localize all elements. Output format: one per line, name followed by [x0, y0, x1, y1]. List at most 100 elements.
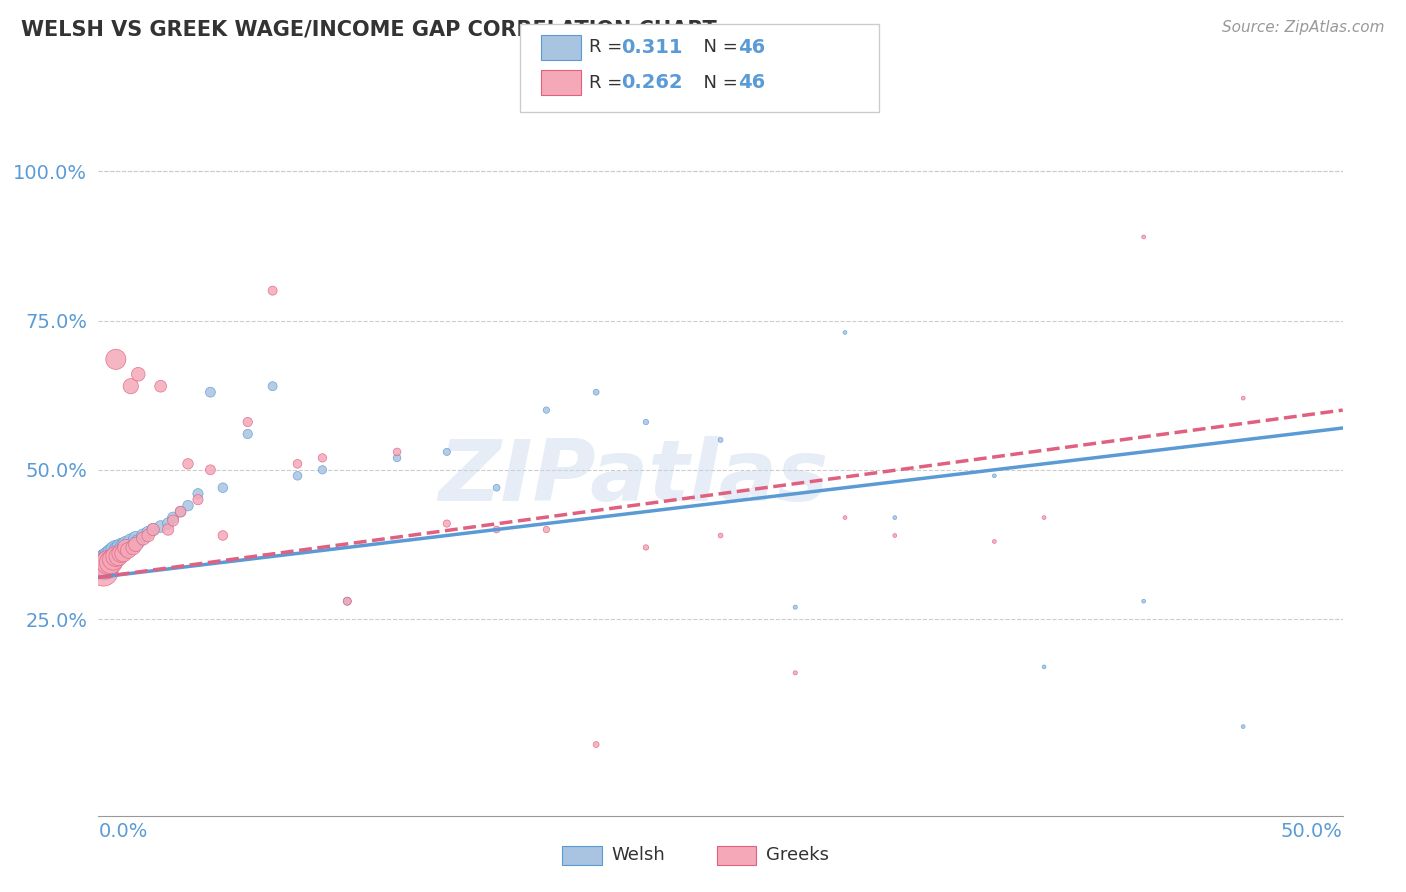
Point	[127, 534, 149, 549]
Point	[114, 537, 136, 551]
Point	[336, 594, 359, 608]
Point	[120, 379, 142, 393]
Point	[100, 555, 122, 569]
Point	[262, 284, 284, 298]
Point	[710, 528, 733, 542]
Point	[132, 528, 155, 542]
Point	[1033, 510, 1056, 524]
Point	[157, 523, 180, 537]
Text: Welsh: Welsh	[612, 847, 665, 864]
Point	[104, 352, 127, 367]
Point	[385, 445, 408, 459]
Point	[142, 523, 165, 537]
Point	[104, 543, 127, 558]
Point	[211, 528, 233, 542]
Point	[103, 552, 125, 566]
Point	[983, 534, 1005, 549]
Point	[112, 541, 135, 555]
Point	[142, 523, 165, 537]
Point	[834, 510, 856, 524]
Point	[117, 541, 139, 555]
Point	[1033, 660, 1056, 674]
Point	[104, 549, 127, 564]
Point	[149, 519, 172, 533]
Point	[634, 541, 657, 555]
Text: 0.311: 0.311	[621, 38, 683, 57]
Point	[187, 492, 209, 507]
Point	[883, 528, 905, 542]
Text: Source: ZipAtlas.com: Source: ZipAtlas.com	[1222, 20, 1385, 35]
Point	[287, 468, 309, 483]
Point	[162, 514, 184, 528]
Point	[110, 546, 132, 560]
Text: 46: 46	[738, 38, 765, 57]
Point	[125, 537, 148, 551]
Point	[710, 433, 733, 447]
Text: N =: N =	[692, 38, 744, 56]
Point	[120, 534, 142, 549]
Point	[262, 379, 284, 393]
Text: 50.0%: 50.0%	[1281, 822, 1343, 841]
Point	[169, 505, 191, 519]
Point	[114, 541, 136, 555]
Point	[634, 415, 657, 429]
Point	[125, 532, 148, 546]
Point	[785, 600, 807, 615]
Point	[1132, 230, 1154, 244]
Point	[485, 523, 508, 537]
Text: 46: 46	[738, 73, 765, 92]
Point	[436, 445, 458, 459]
Point	[103, 546, 125, 560]
Point	[311, 450, 333, 465]
Point	[436, 516, 458, 531]
Point	[336, 594, 359, 608]
Point	[883, 510, 905, 524]
Point	[187, 486, 209, 500]
Point	[1232, 720, 1254, 734]
Point	[107, 543, 129, 558]
Point	[136, 528, 159, 542]
Point	[104, 549, 127, 564]
Point	[94, 555, 117, 569]
Text: R =: R =	[589, 74, 628, 92]
Point	[122, 537, 145, 551]
Point	[311, 463, 333, 477]
Point	[536, 403, 558, 417]
Point	[200, 385, 222, 400]
Point	[122, 541, 145, 555]
Point	[785, 665, 807, 680]
Point	[983, 468, 1005, 483]
Point	[93, 565, 115, 579]
Point	[585, 738, 607, 752]
Point	[287, 457, 309, 471]
Point	[117, 543, 139, 558]
Point	[485, 481, 508, 495]
Point	[834, 326, 856, 340]
Point	[1232, 391, 1254, 405]
Point	[169, 505, 191, 519]
Text: 0.0%: 0.0%	[98, 822, 148, 841]
Point	[157, 516, 180, 531]
Point	[236, 415, 259, 429]
Point	[1132, 594, 1154, 608]
Point	[536, 523, 558, 537]
Point	[177, 457, 200, 471]
Point	[132, 532, 155, 546]
Point	[585, 385, 607, 400]
Point	[136, 525, 159, 540]
Point	[110, 541, 132, 555]
Text: R =: R =	[589, 38, 628, 56]
Point	[94, 558, 117, 573]
Text: 0.262: 0.262	[621, 73, 683, 92]
Point	[127, 368, 149, 382]
Text: Greeks: Greeks	[766, 847, 830, 864]
Point	[107, 549, 129, 564]
Point	[97, 555, 120, 569]
Point	[97, 552, 120, 566]
Point	[112, 546, 135, 560]
Point	[211, 481, 233, 495]
Point	[149, 379, 172, 393]
Point	[236, 427, 259, 442]
Text: WELSH VS GREEK WAGE/INCOME GAP CORRELATION CHART: WELSH VS GREEK WAGE/INCOME GAP CORRELATI…	[21, 20, 717, 39]
Point	[100, 549, 122, 564]
